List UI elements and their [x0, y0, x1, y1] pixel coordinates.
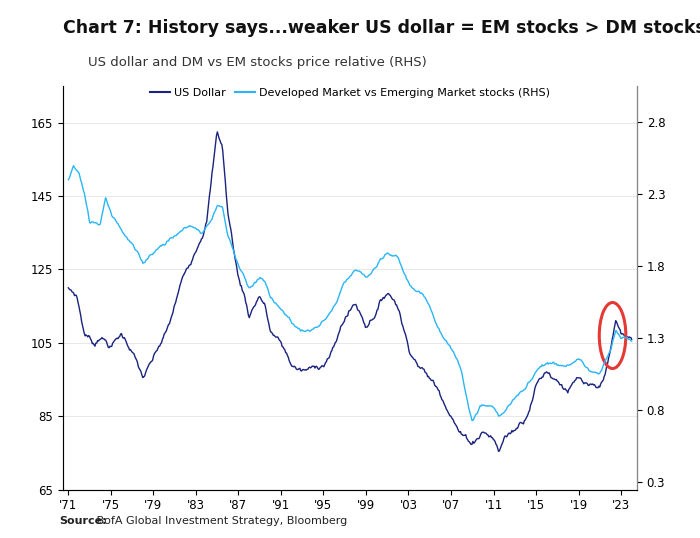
Text: US dollar and DM vs EM stocks price relative (RHS): US dollar and DM vs EM stocks price rela…	[88, 56, 426, 69]
Text: Source:: Source:	[60, 516, 107, 526]
Text: BofA Global Investment Strategy, Bloomberg: BofA Global Investment Strategy, Bloombe…	[93, 516, 347, 526]
Text: Chart 7: History says...weaker US dollar = EM stocks > DM stocks: Chart 7: History says...weaker US dollar…	[63, 19, 700, 37]
Legend: US Dollar, Developed Market vs Emerging Market stocks (RHS): US Dollar, Developed Market vs Emerging …	[146, 83, 554, 102]
